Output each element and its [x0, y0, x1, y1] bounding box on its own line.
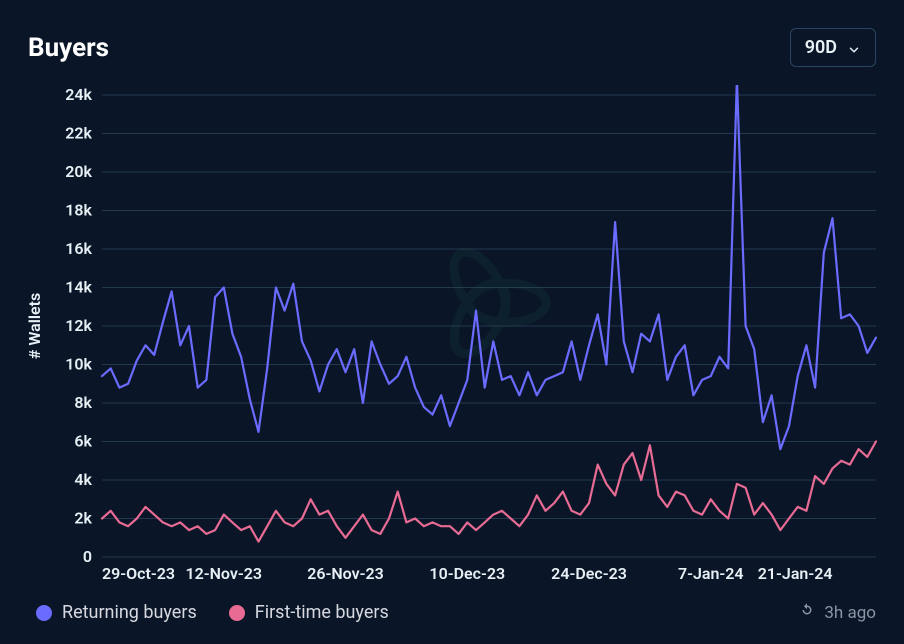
svg-text:12-Nov-23: 12-Nov-23 [185, 564, 262, 583]
chevron-down-icon [847, 41, 861, 55]
svg-text:14k: 14k [65, 278, 92, 297]
legend-item-firsttime[interactable]: First-time buyers [229, 602, 389, 623]
svg-text:18k: 18k [65, 201, 92, 220]
svg-text:24-Dec-23: 24-Dec-23 [551, 564, 627, 583]
svg-text:7-Jan-24: 7-Jan-24 [678, 564, 744, 583]
svg-text:16k: 16k [65, 239, 92, 258]
legend-swatch [36, 605, 52, 621]
svg-text:29-Oct-23: 29-Oct-23 [102, 564, 175, 583]
svg-text:10k: 10k [65, 355, 92, 374]
legend-label: Returning buyers [62, 602, 197, 623]
last-updated: 3h ago [798, 601, 876, 624]
svg-text:12k: 12k [65, 316, 92, 335]
buyers-panel: Buyers 90D 0 2k 4k 6k 8k 10k 12k 14k 16k 18k 20k 22… [0, 0, 904, 644]
legend: Returning buyers First-time buyers [36, 602, 389, 623]
line-chart: 0 2k 4k 6k 8k 10k 12k 14k 16k 18k 20k 22k 24k # Walle… [20, 85, 884, 587]
time-range-value: 90D [805, 37, 837, 58]
panel-title: Buyers [28, 33, 109, 63]
svg-text:# Wallets: # Wallets [25, 293, 44, 359]
time-range-select[interactable]: 90D [790, 28, 876, 67]
refresh-icon [798, 601, 816, 624]
chart-area: 0 2k 4k 6k 8k 10k 12k 14k 16k 18k 20k 22k 24k # Walle… [20, 85, 884, 587]
updated-text: 3h ago [824, 603, 876, 623]
svg-text:26-Nov-23: 26-Nov-23 [307, 564, 384, 583]
svg-text:2k: 2k [74, 509, 92, 528]
svg-text:22k: 22k [65, 124, 92, 143]
panel-footer: Returning buyers First-time buyers 3h ag… [20, 587, 884, 624]
svg-text:10-Dec-23: 10-Dec-23 [429, 564, 505, 583]
svg-text:6k: 6k [74, 432, 92, 451]
svg-text:21-Jan-24: 21-Jan-24 [758, 564, 833, 583]
svg-text:0: 0 [83, 547, 92, 566]
svg-text:24k: 24k [65, 85, 92, 104]
svg-text:8k: 8k [74, 393, 92, 412]
legend-item-returning[interactable]: Returning buyers [36, 602, 197, 623]
svg-text:4k: 4k [74, 470, 92, 489]
legend-label: First-time buyers [255, 602, 389, 623]
panel-header: Buyers 90D [20, 28, 884, 67]
legend-swatch [229, 605, 245, 621]
svg-text:20k: 20k [65, 162, 92, 181]
